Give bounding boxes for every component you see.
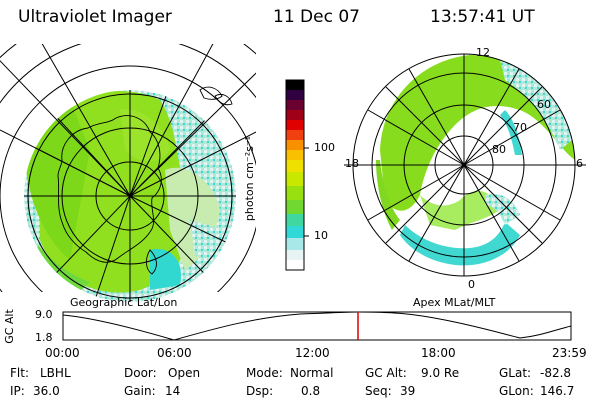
- orbit-ytick-top: 9.0: [35, 308, 53, 321]
- mlt-label-12: 12: [476, 46, 490, 59]
- info-ip-value: 36.0: [33, 384, 60, 398]
- info-glat-label: GLat:: [499, 366, 532, 380]
- orbit-xtick-2: 12:00: [295, 346, 330, 360]
- mlat-label-70: 70: [513, 121, 527, 134]
- info-mode-label: Mode:: [246, 366, 283, 380]
- info-mode-value: Normal: [290, 366, 334, 380]
- antarctica-coastline: [57, 86, 233, 275]
- date-label: 11 Dec 07: [273, 7, 360, 27]
- colorbar: [285, 79, 309, 271]
- info-gain-label: Gain:: [124, 384, 156, 398]
- time-label: 13:57:41 UT: [430, 7, 535, 27]
- left-geographic-map: [0, 44, 256, 292]
- info-ip-label: IP:: [10, 384, 25, 398]
- info-glon-value: 146.7: [540, 384, 575, 398]
- info-glon-label: GLon:: [499, 384, 534, 398]
- instrument-title: Ultraviolet Imager: [18, 7, 172, 27]
- orbit-plot: [62, 311, 572, 341]
- mlat-label-80: 80: [492, 143, 506, 156]
- mlt-label-6: 6: [576, 157, 583, 170]
- orbit-xtick-3: 18:00: [421, 346, 456, 360]
- info-gcalt-value: 9.0 Re: [421, 366, 460, 380]
- orbit-ytick-bottom: 1.8: [35, 331, 53, 344]
- orbit-xtick-0: 00:00: [45, 346, 80, 360]
- right-map-caption: Apex MLat/MLT: [413, 296, 496, 309]
- info-seq-value: 39: [400, 384, 416, 398]
- orbit-ylabel: GC Alt: [2, 309, 16, 344]
- orbit-xtick-1: 06:00: [157, 346, 192, 360]
- info-door-label: Door:: [124, 366, 157, 380]
- info-dsp-label: Dsp:: [246, 384, 274, 398]
- mlt-label-0: 0: [468, 278, 475, 291]
- right-aurora-image: [376, 55, 575, 266]
- info-seq-label: Seq:: [365, 384, 392, 398]
- info-dsp-value: 0.8: [301, 384, 321, 398]
- info-gcalt-label: GC Alt:: [365, 366, 407, 380]
- info-glat-value: -82.8: [540, 366, 572, 380]
- colorbar-tick-100: 100: [314, 141, 335, 154]
- colorbar-unit-label: photon cm⁻²s⁻¹: [243, 135, 257, 222]
- right-grid: [344, 53, 586, 277]
- info-door-value: Open: [168, 366, 201, 380]
- info-gain-value: 14: [165, 384, 181, 398]
- colorbar-tick-10: 10: [314, 229, 328, 242]
- info-flt-label: Flt:: [10, 366, 29, 380]
- mlt-label-18: 18: [345, 157, 359, 170]
- mlat-label-60: 60: [537, 98, 551, 111]
- left-outer-grid: [0, 44, 256, 197]
- info-flt-value: LBHL: [40, 366, 71, 380]
- orbit-xtick-4: 23:59: [552, 346, 587, 360]
- left-map-caption: Geographic Lat/Lon: [70, 296, 178, 309]
